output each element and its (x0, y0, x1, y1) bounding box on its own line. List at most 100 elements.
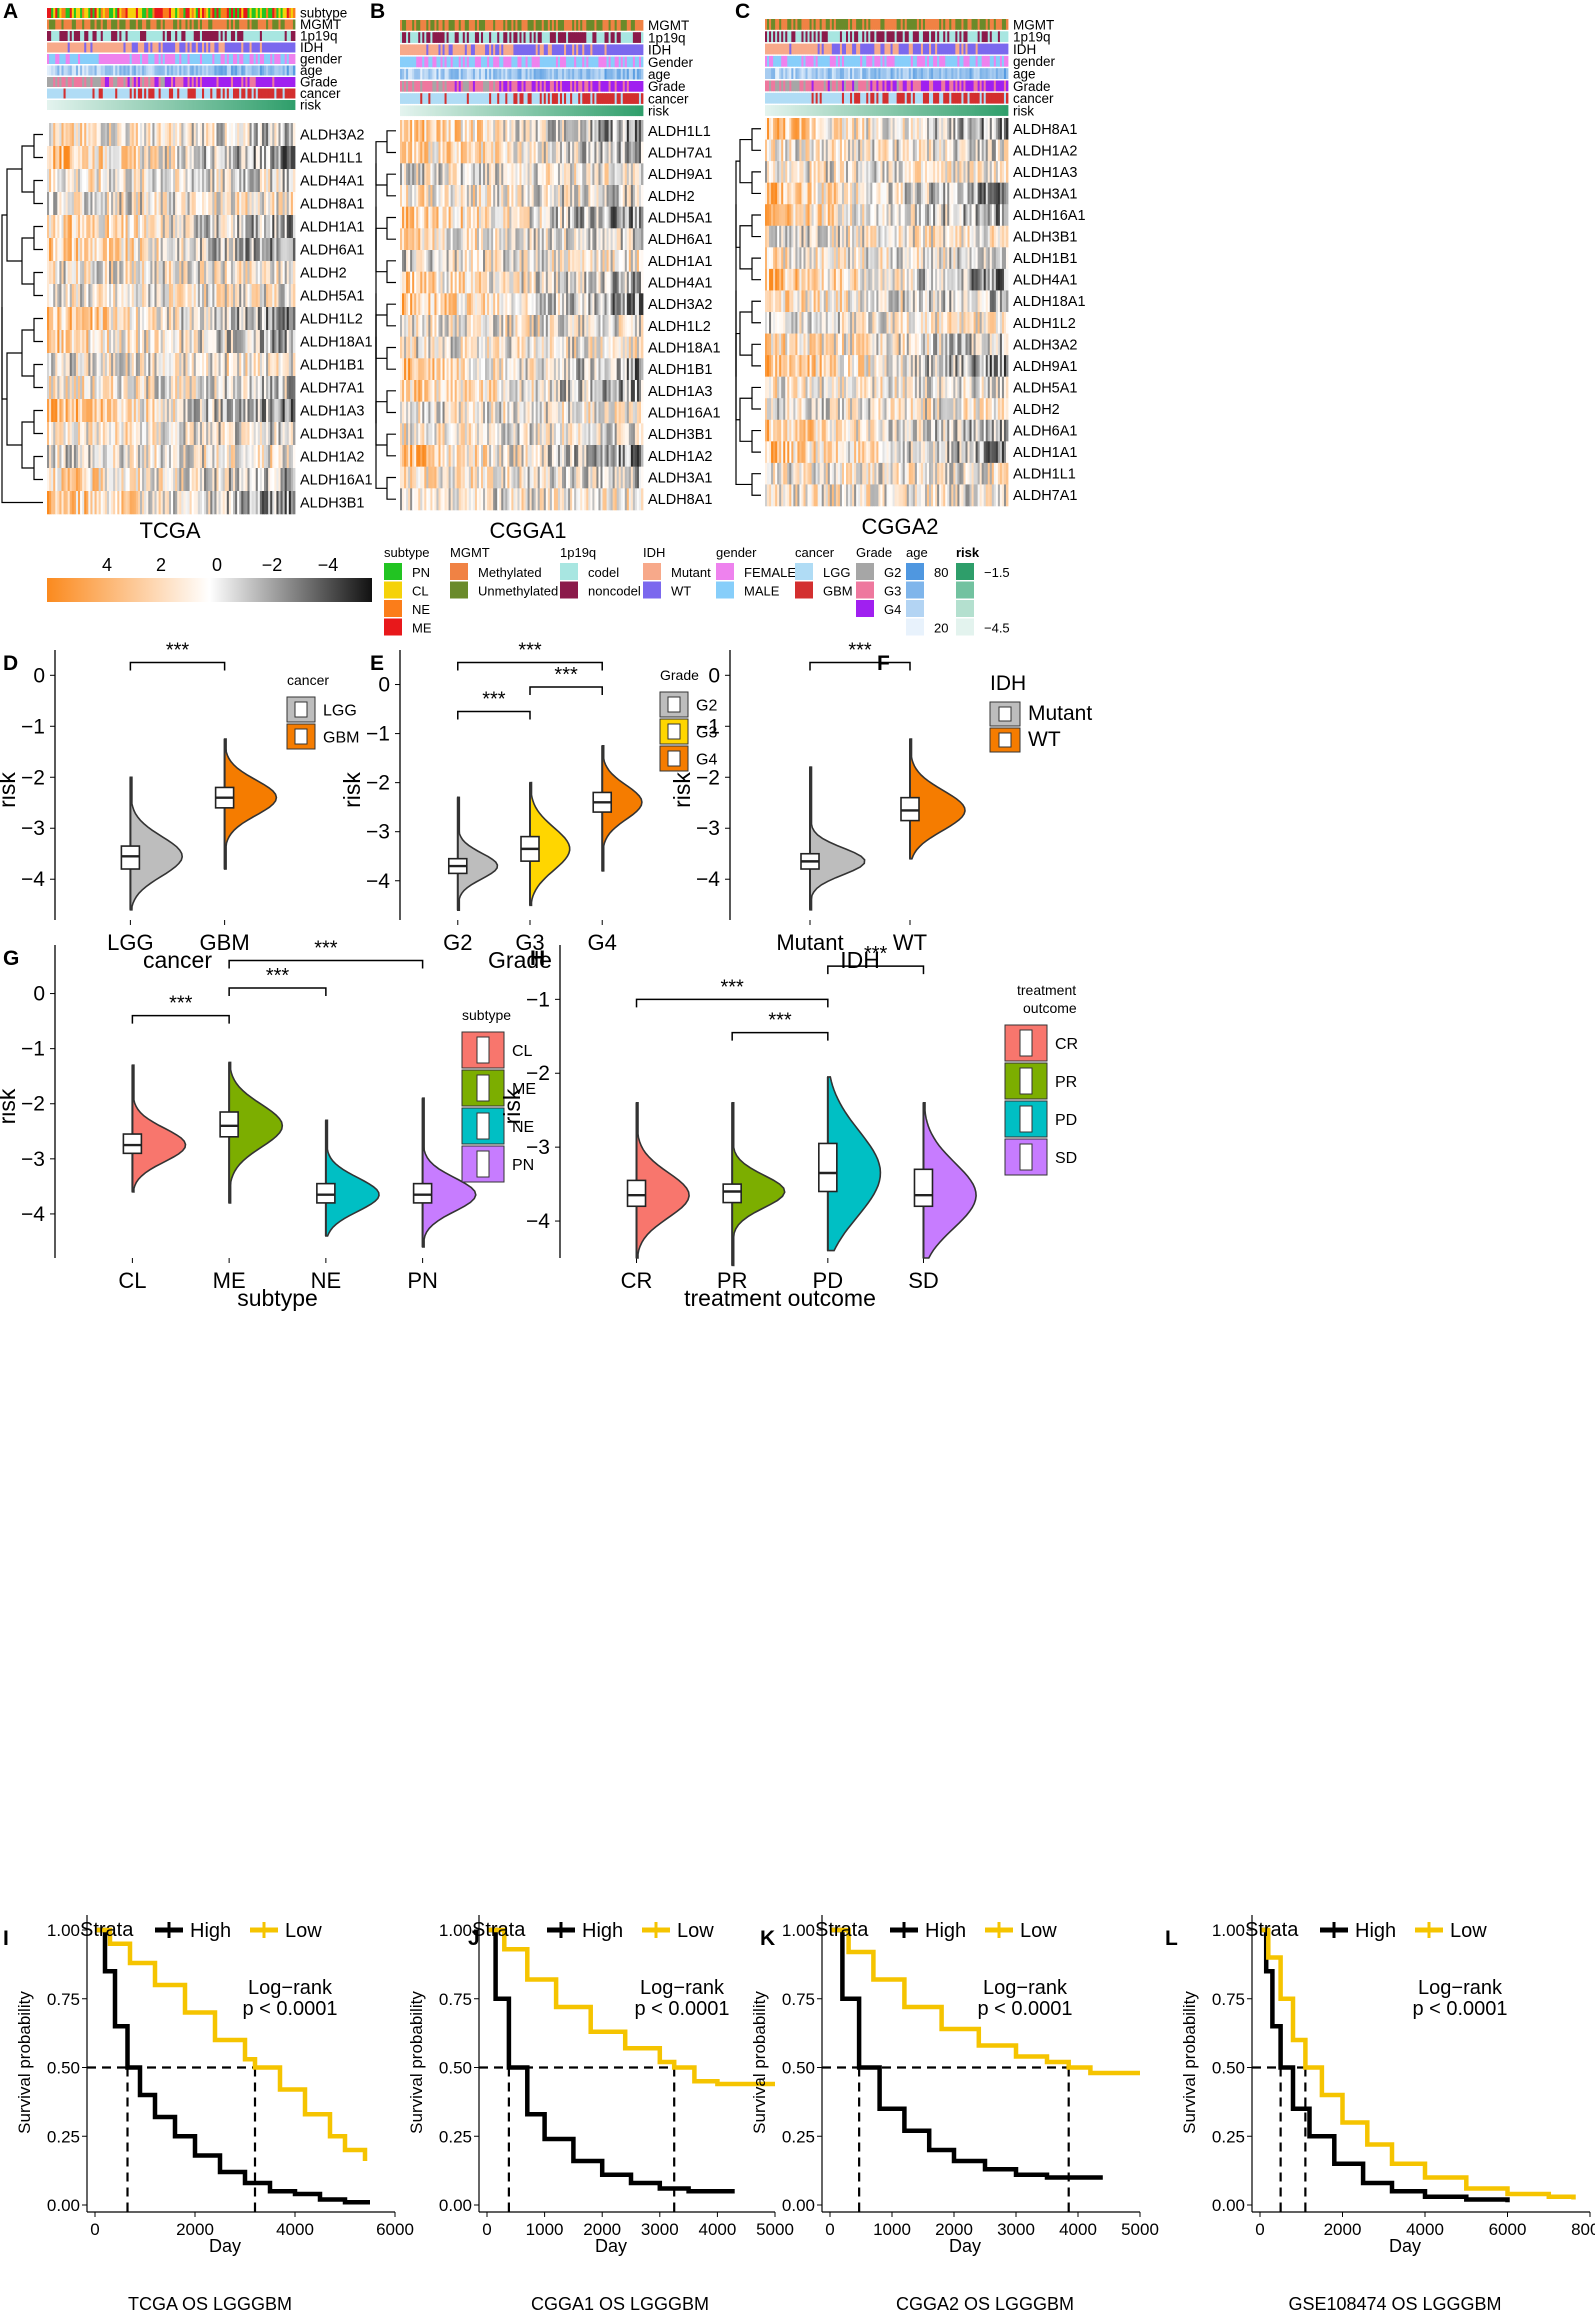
gene-label: ALDH4A1 (300, 174, 364, 190)
heatmap-cell (199, 307, 203, 331)
heatmap-cell (61, 330, 64, 354)
heatmap-cell (156, 399, 159, 423)
heatmap-cell (63, 215, 66, 239)
annotation-cell (119, 88, 122, 99)
heatmap-cell (177, 376, 180, 400)
annotation-cell (111, 31, 114, 41)
heatmap-cell (614, 163, 618, 186)
annotation-cell (280, 8, 283, 18)
heatmap-cell (111, 238, 114, 262)
heatmap-cell (142, 376, 145, 400)
heatmap-cell (67, 261, 71, 285)
annotation-cell (222, 19, 226, 30)
annotation-cell (543, 44, 547, 56)
gene-label: ALDH5A1 (300, 289, 364, 305)
heatmap-cell (189, 146, 193, 170)
annotation-cell (47, 54, 50, 64)
heatmap-cell (96, 238, 100, 262)
annotation-cell (472, 81, 476, 92)
heatmap-cell (92, 169, 95, 193)
annotation-cell (206, 19, 209, 30)
heatmap-cell (412, 271, 415, 294)
annotation-cell (493, 32, 496, 43)
heatmap-cell (175, 307, 178, 331)
heatmap-cell (51, 238, 54, 262)
heatmap-cell (535, 120, 539, 142)
heatmap-cell (432, 120, 435, 142)
heatmap-cell (177, 192, 180, 216)
heatmap-cell (106, 330, 110, 354)
heatmap-cell (566, 185, 569, 207)
annotation-cell (527, 32, 530, 43)
annotation-cell (509, 105, 512, 117)
heatmap-cell (117, 330, 120, 354)
heatmap-cell (276, 399, 279, 423)
annotation-cell (432, 44, 435, 56)
annotation-cell (549, 20, 553, 31)
heatmap-cell (636, 141, 640, 164)
heatmap-cell (117, 422, 120, 446)
heatmap-cell (166, 468, 170, 492)
annotation-cell (602, 105, 605, 117)
annotation-cell (245, 65, 248, 76)
heatmap-cell (84, 399, 87, 423)
annotation-cell (193, 88, 197, 99)
annotation-cell (549, 81, 553, 92)
annotation-cell (51, 8, 54, 18)
heatmap-cell (237, 399, 240, 423)
annotation-cell (610, 105, 614, 117)
heatmap-cell (233, 468, 236, 492)
annotation-cell (230, 88, 234, 99)
annotation-cell (150, 54, 153, 64)
heatmap-cell (129, 215, 133, 239)
annotation-cell (210, 88, 213, 99)
heatmap-cell (162, 445, 166, 469)
annotation-cell (442, 44, 445, 56)
heatmap-cell (53, 491, 56, 515)
heatmap-cell (272, 468, 275, 492)
heatmap-cell (272, 353, 275, 377)
annotation-cell (440, 44, 443, 56)
annotation-cell (420, 105, 423, 117)
annotation-cell (505, 93, 508, 104)
heatmap-cell (204, 330, 207, 354)
heatmap-cell (117, 307, 120, 331)
annotation-cell (247, 100, 250, 110)
annotation-cell (121, 54, 124, 64)
annotation-cell (276, 100, 279, 110)
annotation-cell (464, 44, 468, 56)
annotation-cell (282, 88, 286, 99)
heatmap-cell (78, 468, 81, 492)
annotation-cell (507, 56, 510, 68)
heatmap-cell (156, 353, 159, 377)
heatmap-cell (142, 399, 145, 423)
heatmap-cell (547, 120, 551, 142)
annotation-cell (210, 42, 213, 53)
annotation-cell (84, 65, 87, 76)
heatmap-cell (168, 307, 172, 331)
annotation-cell (266, 8, 269, 18)
annotation-cell (239, 65, 242, 76)
annotation-cell (533, 81, 537, 92)
heatmap-cell (620, 185, 624, 207)
annotation-cell (497, 105, 500, 117)
heatmap-cell (142, 445, 145, 469)
annotation-cell (284, 19, 288, 30)
annotation-cell (440, 32, 443, 43)
annotation-cell (418, 20, 421, 31)
heatmap-cell (195, 491, 199, 515)
heatmap-cell (78, 330, 81, 354)
heatmap-cell (51, 376, 54, 400)
annotation-cell (531, 81, 535, 92)
heatmap-cell (243, 284, 246, 308)
heatmap-cell (75, 399, 79, 423)
heatmap-cell (408, 141, 411, 164)
heatmap-cell (162, 238, 166, 262)
heatmap-cell (402, 250, 405, 272)
heatmap-cell (53, 169, 56, 193)
heatmap-cell (551, 141, 555, 164)
heatmap-cell (61, 353, 64, 377)
heatmap-cell (278, 376, 281, 400)
annotation-cell (614, 81, 618, 92)
heatmap-cell (434, 163, 437, 186)
